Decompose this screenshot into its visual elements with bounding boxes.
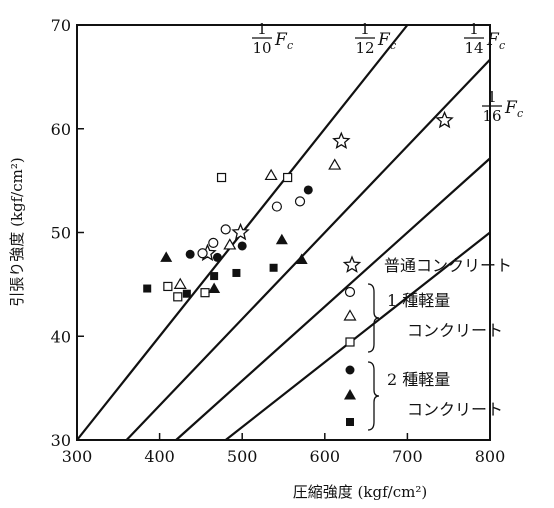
- data-point-triangle-open: [173, 277, 187, 289]
- data-point-square-filled: [269, 263, 278, 272]
- fraction-numerator: 1: [257, 20, 267, 38]
- fraction-denominator: 12: [355, 39, 374, 57]
- data-point-triangle-filled: [295, 253, 308, 264]
- reference-line-16: [225, 231, 491, 441]
- data-point-triangle-filled: [275, 233, 288, 245]
- fraction-variable: F: [274, 30, 288, 50]
- legend-label-group2-line1: 2 種軽量: [387, 370, 450, 389]
- x-axis-title: 圧縮強度 (kgf/cm²): [293, 483, 427, 501]
- data-point-triangle-open: [328, 158, 342, 170]
- data-point-square-open: [163, 281, 173, 292]
- fraction-subscript: c: [390, 39, 396, 52]
- x-tick-label: 300: [62, 447, 93, 466]
- legend-marker-square-filled: [346, 418, 354, 426]
- legend-marker-circle-filled: [345, 365, 355, 375]
- fraction-variable: F: [377, 30, 391, 50]
- fraction-subscript: c: [287, 39, 293, 52]
- data-point-square-open: [216, 172, 227, 183]
- legend-marker-square-open: [345, 337, 355, 347]
- fraction-numerator: 1: [487, 88, 497, 106]
- data-points: [143, 110, 454, 302]
- data-point-triangle-open: [223, 238, 237, 250]
- legend-label-normal-concrete: 普通コンクリート: [384, 256, 512, 275]
- legend: 普通コンクリート 1 種軽量 コンクリート 2 種軽量 コンクリート: [342, 255, 512, 431]
- legend-markers: [342, 255, 362, 426]
- fraction-numerator: 1: [360, 20, 370, 38]
- legend-brace-group2: [367, 361, 380, 431]
- data-point-circle-filled: [185, 249, 195, 259]
- y-tick-label: 30: [51, 431, 71, 450]
- data-point-circle-open: [294, 196, 306, 207]
- legend-label-group1-line1: 1 種軽量: [387, 291, 450, 310]
- fraction-numerator: 1: [469, 20, 479, 38]
- legend-marker-star: [342, 255, 362, 273]
- x-tick-label: 500: [227, 447, 258, 466]
- data-point-circle-filled: [303, 185, 313, 195]
- fraction-denominator: 16: [482, 107, 501, 125]
- legend-marker-circle-open: [344, 286, 356, 298]
- data-point-square-open: [173, 292, 183, 302]
- data-point-square-open: [200, 288, 210, 298]
- data-point-square-filled: [210, 272, 219, 281]
- reference-line-14: [175, 157, 491, 441]
- fraction-variable: F: [486, 30, 500, 50]
- data-point-triangle-filled: [160, 251, 173, 262]
- y-tick-label: 50: [51, 224, 71, 243]
- axis-ticks: 300 400 500 600 700 800 30 40 50 60 70: [51, 16, 506, 466]
- legend-label-group2-line2: コンクリート: [407, 400, 503, 419]
- data-point-star: [332, 131, 351, 150]
- legend-label-group1-line2: コンクリート: [407, 321, 503, 340]
- data-point-circle-open: [271, 201, 282, 212]
- legend-marker-triangle-filled: [344, 389, 356, 400]
- x-tick-label: 800: [475, 447, 506, 466]
- x-tick-label: 400: [144, 447, 175, 466]
- legend-brace-group1: [367, 283, 380, 353]
- data-point-square-open: [283, 172, 293, 183]
- data-point-square-filled: [182, 289, 191, 298]
- y-axis-title: 引張り強度 (kgf/cm²): [8, 157, 26, 306]
- data-point-circle-open: [197, 248, 208, 259]
- fraction-denominator: 14: [464, 39, 483, 57]
- reference-line-12: [125, 58, 491, 441]
- x-tick-label: 700: [392, 447, 423, 466]
- y-tick-label: 40: [51, 327, 71, 346]
- data-point-triangle-filled: [208, 282, 221, 294]
- y-tick-label: 60: [51, 120, 71, 139]
- data-point-circle-filled: [237, 241, 247, 251]
- data-point-circle-open: [208, 237, 219, 248]
- legend-marker-triangle-open: [343, 309, 357, 321]
- data-point-square-filled: [143, 284, 152, 293]
- fraction-denominator: 10: [252, 39, 271, 57]
- x-tick-label: 600: [310, 447, 341, 466]
- data-point-star: [231, 222, 250, 241]
- data-point-circle-open: [220, 224, 231, 235]
- y-tick-label: 70: [51, 16, 71, 35]
- fraction-subscript: c: [517, 107, 523, 120]
- data-point-star: [435, 110, 454, 129]
- data-point-square-filled: [232, 268, 241, 277]
- data-point-circle-filled: [212, 252, 222, 262]
- fraction-subscript: c: [499, 39, 505, 52]
- data-point-triangle-open: [264, 168, 278, 181]
- fraction-variable: F: [504, 98, 518, 118]
